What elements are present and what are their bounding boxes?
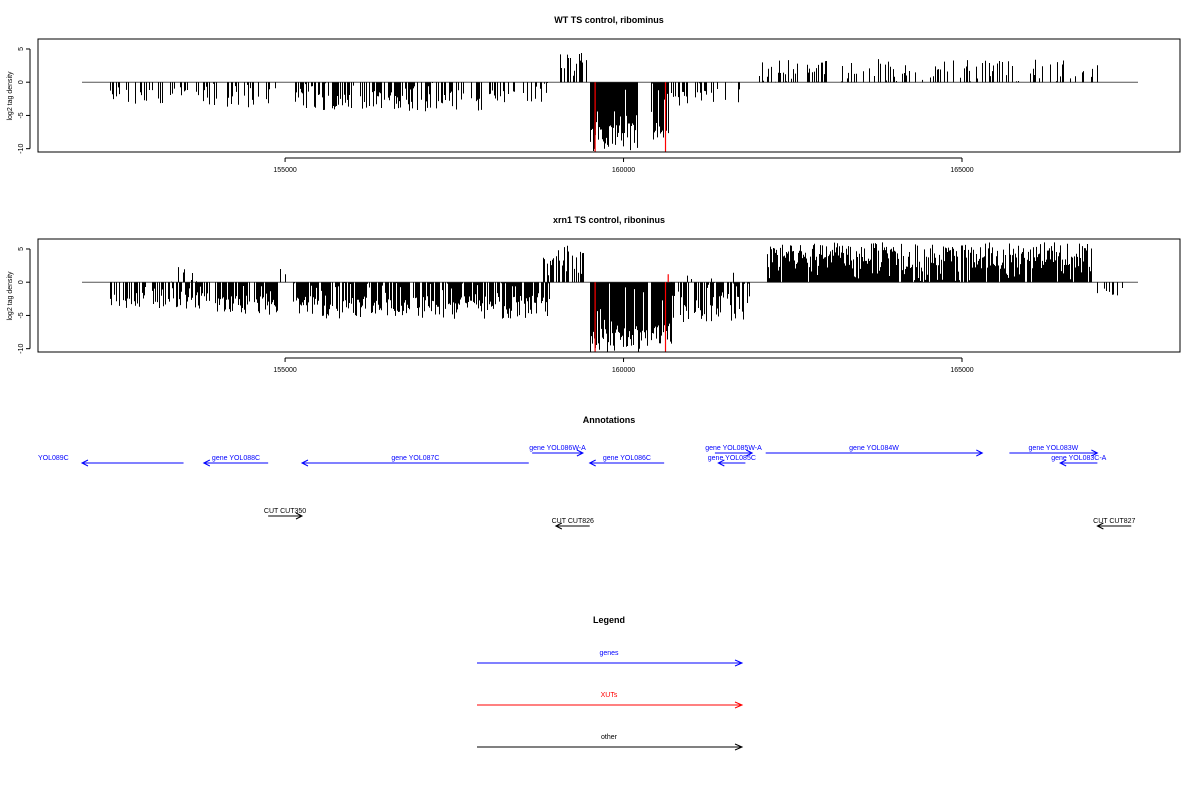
y-tick-label: -10 [18, 144, 25, 154]
feature-gene-yol088c: gene YOL088C [202, 455, 269, 467]
x-tick-label: 155000 [273, 367, 296, 374]
axes: -10 -5 0 5 155000 160000 165000 [18, 47, 974, 174]
feature-label: CUT CUT827 [1093, 518, 1135, 525]
feature-label: gene YOL084W [849, 445, 899, 452]
feature-label: CUT CUT826 [552, 518, 594, 525]
y-tick-label: 5 [18, 247, 25, 251]
x-tick-label: 165000 [950, 167, 973, 174]
feature-list: YOL089C gene YOL088C gene YOL087C gene YOL0… [38, 445, 1136, 530]
legend-arrowhead [734, 743, 744, 751]
feature-arrowhead [588, 459, 596, 467]
x-tick-label: 155000 [273, 167, 296, 174]
legend-label: genes [599, 650, 619, 657]
legend-item-genes: genes [477, 650, 744, 667]
x-tick-label: 160000 [612, 367, 635, 374]
feature-label: YOL089C [38, 455, 69, 462]
y-tick-label: -5 [18, 312, 25, 318]
plot-frame [37, 38, 1181, 153]
x-tick-label: 165000 [950, 367, 973, 374]
feature-arrowhead [1096, 522, 1104, 530]
panel-title: WT TS control, ribominus [554, 15, 664, 25]
legend-arrowhead [734, 701, 744, 709]
feature-label: gene YOL085C [708, 455, 756, 462]
feature-arrowhead [300, 459, 309, 467]
legend-title: Legend [593, 615, 625, 625]
feature-cut-cut826: CUT CUT826 [552, 518, 594, 530]
xrn1-density-panel: xrn1 TS control, riboninus log2 tag dens… [7, 215, 1181, 374]
y-tick-label: 5 [18, 47, 25, 51]
feature-gene-yol083w: gene YOL083W [1009, 445, 1099, 457]
density-bars [82, 242, 1138, 352]
y-tick-label: -5 [18, 112, 25, 118]
annotations-title: Annotations [583, 415, 636, 425]
feature-arrowhead [295, 512, 304, 520]
feature-label: gene YOL086W-A [529, 445, 586, 452]
feature-gene-yol085w-a: gene YOL085W-A [705, 445, 762, 457]
x-tick-label: 160000 [612, 167, 635, 174]
plot-frame [37, 238, 1181, 353]
feature-arrowhead [576, 449, 585, 457]
feature-label: gene YOL083C-A [1051, 455, 1106, 462]
axes: -10 -5 0 5 155000 160000 165000 [18, 247, 974, 374]
feature-label: gene YOL086C [603, 455, 651, 462]
feature-label: gene YOL085W-A [705, 445, 762, 452]
feature-label: gene YOL083W [1029, 445, 1079, 452]
feature-arrowhead [976, 449, 984, 457]
legend-arrowhead [734, 659, 744, 667]
density-bars [82, 52, 1138, 152]
feature-gene-yol084w: gene YOL084W [765, 445, 984, 457]
y-tick-label: 0 [18, 80, 25, 84]
feature-gene-yol085c: gene YOL085C [708, 455, 756, 467]
feature-gene-yol086c: gene YOL086C [588, 455, 665, 467]
feature-arrowhead [717, 459, 725, 467]
legend-label: XUTs [601, 692, 618, 699]
y-tick-label: -10 [18, 344, 25, 354]
y-axis-label: log2 tag density [7, 271, 14, 321]
legend: Legend genes XUTs other [477, 615, 744, 751]
legend-item-other: other [477, 734, 744, 751]
feature-cut-cut350: CUT CUT350 [264, 508, 306, 520]
feature-label: gene YOL088C [212, 455, 260, 462]
wt-density-panel: WT TS control, ribominus log2 tag densit… [7, 15, 1181, 174]
feature-arrowhead [745, 449, 754, 457]
y-axis-label: log2 tag density [7, 71, 14, 121]
feature-label: gene YOL087C [391, 455, 439, 462]
feature-arrowhead [202, 459, 211, 467]
annotation-track: Annotations YOL089C gene YOL088C gene YOL0… [38, 415, 1136, 530]
legend-item-xuts: XUTs [477, 692, 744, 709]
panel-title: xrn1 TS control, riboninus [553, 215, 665, 225]
y-tick-label: 0 [18, 280, 25, 284]
legend-items: genes XUTs other [477, 650, 744, 751]
feature-cut-cut827: CUT CUT827 [1093, 518, 1136, 530]
feature-gene-yol086w-a: gene YOL086W-A [529, 445, 586, 457]
feature-gene-yol087c: gene YOL087C [300, 455, 529, 467]
feature-label: CUT CUT350 [264, 508, 306, 515]
feature-arrowhead [80, 459, 89, 467]
legend-label: other [601, 734, 618, 741]
feature-gene-yol083c-a: gene YOL083C-A [1051, 455, 1107, 467]
feature-arrowhead [554, 522, 563, 530]
feature-arrowhead [1091, 449, 1099, 457]
feature-arrowhead [1059, 459, 1067, 467]
feature-gene-yol089c: YOL089C [38, 455, 184, 467]
